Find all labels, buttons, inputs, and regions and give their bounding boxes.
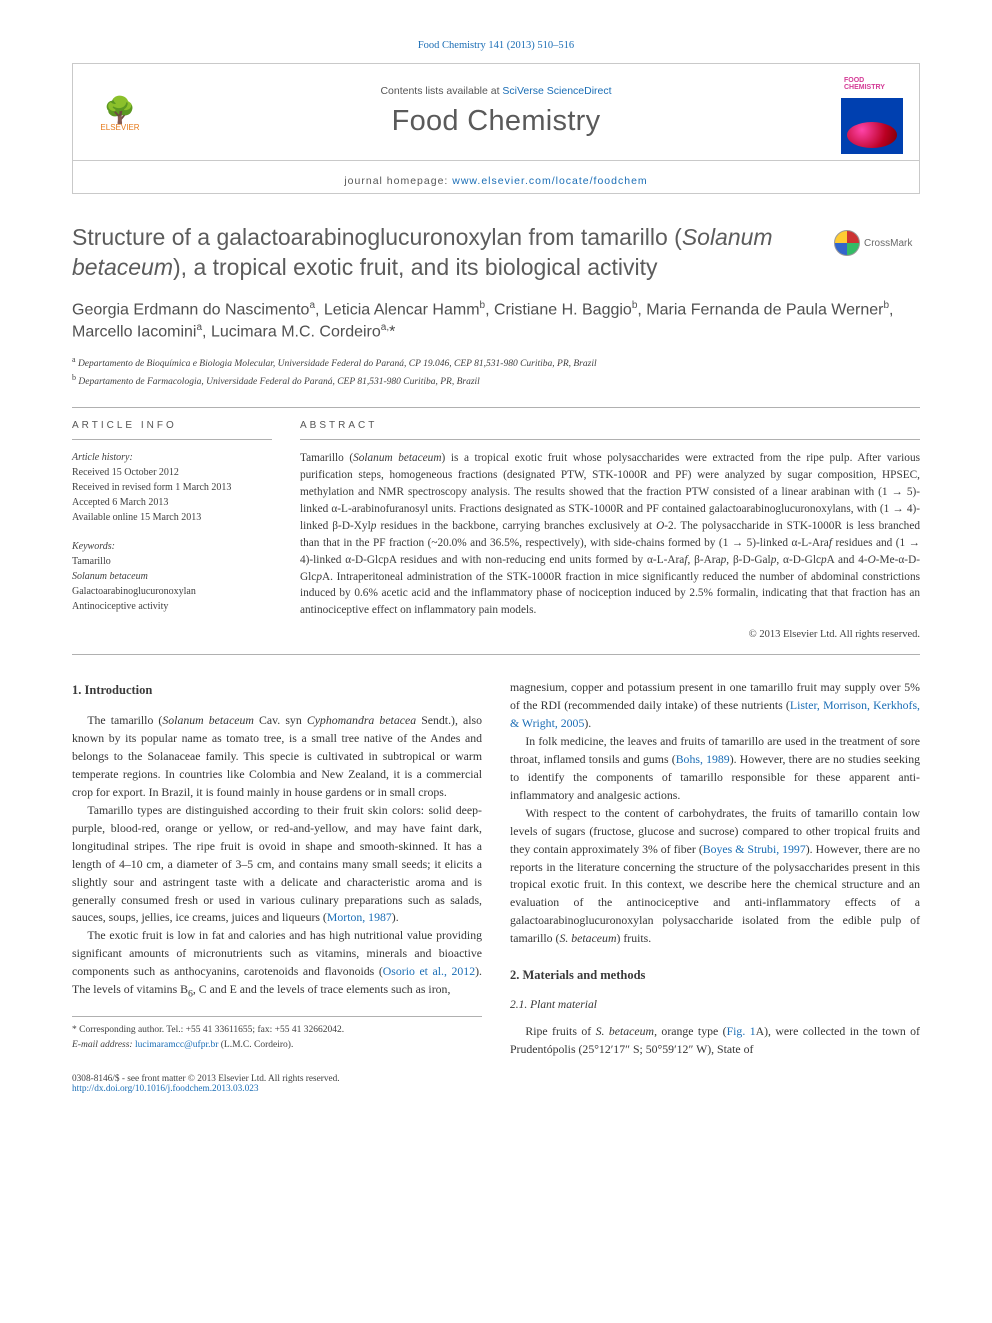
article-info-heading: ARTICLE INFO <box>72 420 272 440</box>
abstract-text: Tamarillo (Solanum betaceum) is a tropic… <box>300 450 920 619</box>
journal-cover-thumb[interactable]: FOOD CHEMISTRY <box>841 74 903 154</box>
contents-line: Contents lists available at SciVerse Sci… <box>151 85 841 97</box>
abstract-copyright: © 2013 Elsevier Ltd. All rights reserved… <box>300 629 920 640</box>
article-title: Structure of a galactoarabinoglucuronoxy… <box>72 222 920 283</box>
para-3: The exotic fruit is low in fat and calor… <box>72 927 482 1002</box>
doi-link[interactable]: http://dx.doi.org/10.1016/j.foodchem.201… <box>72 1084 259 1094</box>
footer-doi-row: 0308-8146/$ - see front matter © 2013 El… <box>72 1068 920 1094</box>
corr-email-link[interactable]: lucimaramcc@ufpr.br <box>135 1040 218 1050</box>
crossmark-icon <box>834 230 860 256</box>
article-history: Article history: Received 15 October 201… <box>72 450 272 525</box>
para-4: magnesium, copper and potassium present … <box>510 679 920 733</box>
authors-line: Georgia Erdmann do Nascimentoa, Leticia … <box>72 299 920 344</box>
affiliations: a Departamento de Bioquímica e Biologia … <box>72 354 920 389</box>
running-head-link[interactable]: Food Chemistry 141 (2013) 510–516 <box>418 40 574 51</box>
homepage-line: journal homepage: www.elsevier.com/locat… <box>73 169 919 193</box>
front-matter-line: 0308-8146/$ - see front matter © 2013 El… <box>72 1074 340 1084</box>
corresponding-author-footnote: * Corresponding author. Tel.: +55 41 336… <box>72 1016 482 1052</box>
email-label: E-mail address: <box>72 1040 133 1050</box>
crossmark-label: CrossMark <box>864 238 912 249</box>
keywords-label: Keywords: <box>72 541 272 552</box>
section-1-heading: 1. Introduction <box>72 681 482 700</box>
corr-email-who: (L.M.C. Cordeiro). <box>221 1040 294 1050</box>
running-head: Food Chemistry 141 (2013) 510–516 <box>72 40 920 51</box>
para-6: With respect to the content of carbohydr… <box>510 805 920 948</box>
crossmark-badge[interactable]: CrossMark <box>834 226 920 260</box>
para-1: The tamarillo (Solanum betaceum Cav. syn… <box>72 712 482 802</box>
masthead: 🌳 ELSEVIER Contents lists available at S… <box>72 63 920 194</box>
sciencedirect-link[interactable]: SciVerse ScienceDirect <box>502 85 611 97</box>
para-5: In folk medicine, the leaves and fruits … <box>510 733 920 805</box>
subsection-2-1: 2.1. Plant material <box>510 997 920 1014</box>
body-columns: 1. Introduction The tamarillo (Solanum b… <box>72 679 920 1058</box>
para-7: Ripe fruits of S. betaceum, orange type … <box>510 1023 920 1059</box>
article-info-column: ARTICLE INFO Article history: Received 1… <box>72 408 272 654</box>
journal-name: Food Chemistry <box>151 105 841 138</box>
elsevier-tree-icon: 🌳 <box>104 97 136 123</box>
homepage-link[interactable]: www.elsevier.com/locate/foodchem <box>452 175 647 187</box>
publisher-label: ELSEVIER <box>100 123 139 132</box>
publisher-logo[interactable]: 🌳 ELSEVIER <box>89 83 151 145</box>
abstract-column: ABSTRACT Tamarillo (Solanum betaceum) is… <box>300 408 920 654</box>
abstract-heading: ABSTRACT <box>300 420 920 440</box>
para-2: Tamarillo types are distinguished accord… <box>72 802 482 927</box>
section-2-heading: 2. Materials and methods <box>510 966 920 985</box>
keywords-list: TamarilloSolanum betaceumGalactoarabinog… <box>72 554 272 614</box>
corr-author-line: * Corresponding author. Tel.: +55 41 336… <box>72 1023 482 1037</box>
